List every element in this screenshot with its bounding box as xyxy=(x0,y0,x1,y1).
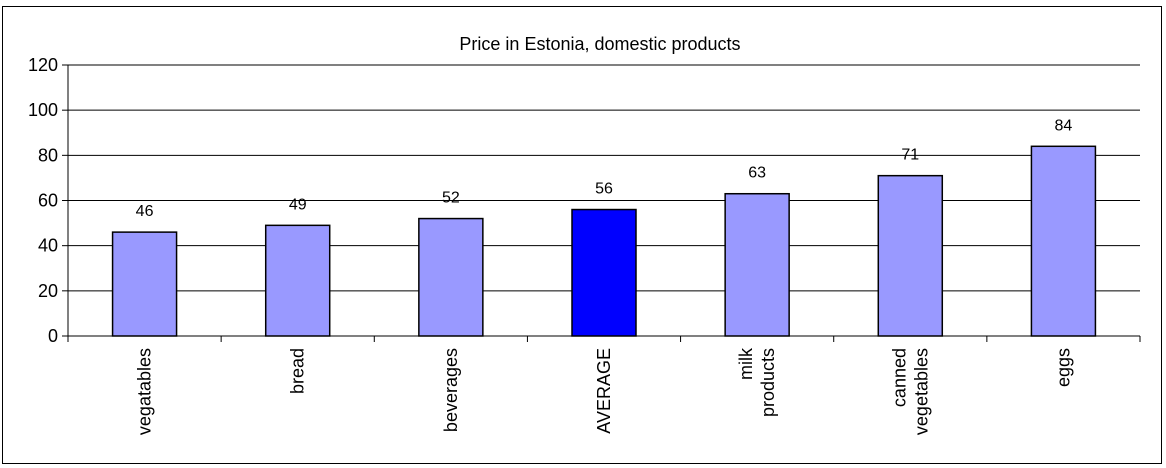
x-tick-label-line: AVERAGE xyxy=(594,348,614,434)
bar-average xyxy=(571,208,637,337)
bar-beverages xyxy=(418,217,484,337)
data-label: 84 xyxy=(1055,117,1073,134)
bar-eggs xyxy=(1030,145,1097,337)
axes: 0 20 40 60 80 100 120 vegatables bread beverages A… xyxy=(28,55,1141,435)
x-tick-label-line: bread xyxy=(288,348,308,394)
data-label: 49 xyxy=(289,196,307,213)
x-tick-label-line: vegetables xyxy=(911,348,931,435)
x-tick-label: eggs xyxy=(1053,348,1073,387)
chart-title: Price in Estonia, domestic products xyxy=(459,34,740,54)
bar-bread xyxy=(264,224,331,337)
x-tick-label: milk products xyxy=(736,347,778,417)
x-tick-label: canned vegetables xyxy=(889,348,931,435)
x-tick-label-line: canned xyxy=(889,348,909,407)
x-tick-label-line: vegatables xyxy=(135,348,155,435)
x-tick-label: vegatables xyxy=(135,348,155,435)
data-label: 46 xyxy=(136,203,154,220)
y-tick-label: 80 xyxy=(38,145,58,165)
x-tick-label: AVERAGE xyxy=(594,348,614,434)
x-tick-label-line: milk xyxy=(736,347,756,380)
bar-canned-vegetables xyxy=(877,174,944,337)
data-label: 63 xyxy=(748,165,766,182)
y-tick-label: 0 xyxy=(48,326,58,346)
gridlines xyxy=(68,64,1140,292)
x-tick-label: beverages xyxy=(441,348,461,432)
y-tick-label: 100 xyxy=(28,100,58,120)
bar-vegatables xyxy=(111,231,178,337)
y-tick-label: 120 xyxy=(28,55,58,75)
x-tick-label-line: products xyxy=(758,348,778,417)
bars: 46 49 52 56 63 71 84 xyxy=(111,117,1097,337)
data-label: 52 xyxy=(442,190,460,207)
y-tick-label: 20 xyxy=(38,281,58,301)
data-label: 56 xyxy=(595,181,613,198)
y-tick-label: 40 xyxy=(38,236,58,256)
x-tick-label-line: beverages xyxy=(441,348,461,432)
x-tick-label: bread xyxy=(288,348,308,394)
bar-milk-products xyxy=(724,192,790,337)
x-tick-label-line: eggs xyxy=(1053,348,1073,387)
data-label: 71 xyxy=(901,147,919,164)
y-tick-label: 60 xyxy=(38,191,58,211)
